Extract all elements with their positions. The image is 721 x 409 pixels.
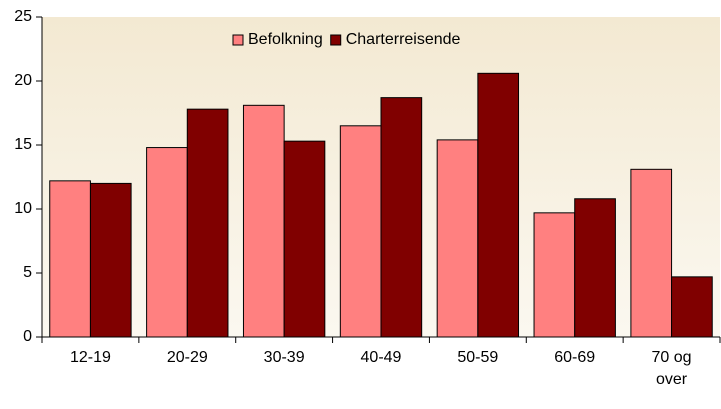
legend-label: Befolkning [248, 31, 323, 48]
bar [242, 104, 285, 338]
bar [380, 97, 423, 338]
bar [671, 276, 713, 338]
y-tick-label: 20 [14, 72, 32, 89]
legend-swatch [330, 34, 342, 46]
bar [89, 182, 132, 338]
y-tick-label: 10 [14, 200, 32, 217]
y-tick-label: 5 [23, 264, 32, 281]
bar [630, 168, 673, 338]
x-tick-label: 20-29 [166, 349, 208, 366]
bar [186, 108, 229, 338]
bar [339, 125, 382, 338]
bar [146, 147, 188, 338]
x-tick-label: 60-69 [554, 349, 596, 366]
x-tick-label: 30-39 [263, 349, 305, 366]
bar [574, 198, 616, 338]
x-tick-label: 70 og over [651, 349, 692, 388]
legend-label: Charterreisende [346, 31, 461, 48]
x-tick-label: 40-49 [360, 349, 402, 366]
x-tick-label: 50-59 [457, 349, 499, 366]
x-tick-label: 12-19 [69, 349, 111, 366]
y-tick-label: 15 [14, 136, 32, 153]
legend-swatch [232, 34, 244, 46]
bar [436, 139, 479, 338]
y-tick-label: 25 [14, 8, 32, 25]
bar [477, 72, 520, 338]
bar [533, 212, 576, 338]
bar [49, 180, 91, 338]
y-tick-label: 0 [23, 328, 32, 345]
bar [283, 140, 326, 338]
